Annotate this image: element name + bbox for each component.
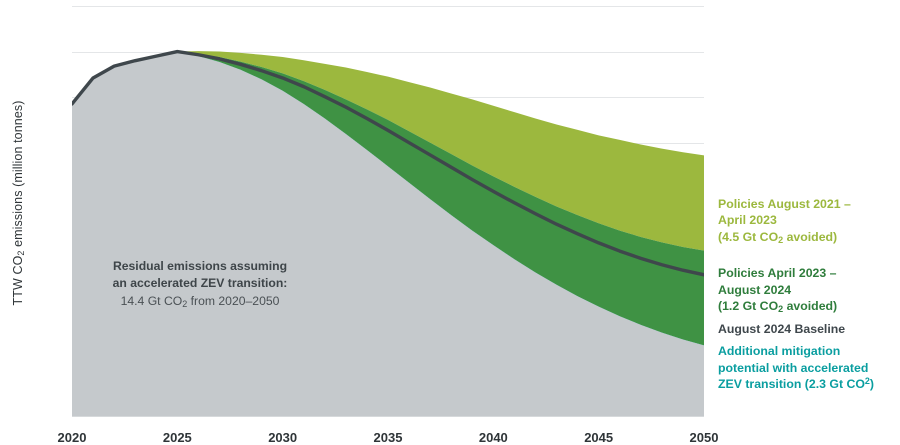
band-policies-aug2021-apr2023 bbox=[72, 51, 704, 251]
legend-item-line-3-subscript: 2 bbox=[778, 304, 784, 315]
legend-item-line-2: potential with accelerated bbox=[718, 360, 869, 375]
legend-item-line-3-superscript: 2 bbox=[864, 376, 870, 387]
band-policies-apr2023-aug2024 bbox=[72, 51, 704, 346]
legend-item-line-3: (1.2 Gt CO2 avoided) bbox=[718, 298, 896, 314]
chart-legend: Policies August 2021 – April 2023 (4.5 Gt … bbox=[718, 196, 896, 393]
legend-item-line-3-suffix: avoided) bbox=[783, 229, 838, 244]
legend-item-line-3-prefix: ZEV transition (2.3 Gt CO bbox=[718, 377, 865, 392]
area-residual-emissions bbox=[72, 51, 704, 416]
legend-item-line-3-suffix: avoided) bbox=[783, 299, 838, 314]
x-tick-label: 2050 bbox=[689, 430, 719, 445]
legend-item-line-1: Additional mitigation bbox=[718, 344, 841, 359]
x-tick-label: 2045 bbox=[584, 430, 614, 445]
annotation-line-3-prefix: 14.4 Gt CO bbox=[120, 293, 183, 308]
legend-item-additional-mitigation-zev[interactable]: Additional mitigation potential with acce… bbox=[718, 343, 896, 392]
legend-item-line-3-subscript: 2 bbox=[778, 234, 784, 245]
annotation-line-3-subscript: 2 bbox=[182, 298, 188, 309]
annotation-line-3: 14.4 Gt CO2 from 2020–2050 bbox=[60, 293, 340, 310]
annotation-line-3-suffix: from 2020–2050 bbox=[187, 293, 280, 308]
legend-item-line-3-prefix: (4.5 Gt CO bbox=[718, 229, 779, 244]
legend-item-line-3-suffix: ) bbox=[869, 377, 875, 392]
y-axis-title: TTW CO2 emissions (million tonnes) bbox=[11, 33, 26, 373]
y-axis-title-prefix: TTW CO bbox=[11, 255, 25, 306]
x-tick-label: 2040 bbox=[478, 430, 508, 445]
y-axis-title-subscript: 2 bbox=[16, 250, 26, 256]
legend-item-policies-aug-2021-apr-2023[interactable]: Policies August 2021 – April 2023 (4.5 Gt … bbox=[718, 196, 896, 245]
legend-item-line-2: August 2024 bbox=[718, 282, 792, 297]
annotation-line-1: Residual emissions assuming bbox=[112, 259, 288, 273]
x-tick-label: 2025 bbox=[162, 430, 192, 445]
x-tick-label: 2020 bbox=[57, 430, 87, 445]
legend-item-policies-apr-2023-aug-2024[interactable]: Policies April 2023 – August 2024 (1.2 Gt … bbox=[718, 265, 896, 314]
legend-item-line-3: ZEV transition (2.3 Gt CO2) bbox=[718, 376, 896, 392]
plot-area: 0100200300400500600700800900 20202025203… bbox=[58, 6, 718, 445]
legend-item-line-1: Policies August 2021 – bbox=[718, 197, 851, 211]
y-axis-title-suffix: emissions (million tonnes) bbox=[11, 100, 25, 251]
legend-item-line-1: Policies April 2023 – bbox=[718, 266, 837, 281]
x-tick-label: 2035 bbox=[373, 430, 403, 445]
legend-item-line-2: April 2023 bbox=[718, 213, 777, 228]
legend-item-line-3: (4.5 Gt CO2 avoided) bbox=[718, 229, 896, 245]
baseline-line-august-2024 bbox=[72, 49, 704, 277]
legend-item-august-2024-baseline[interactable]: August 2024 Baseline bbox=[718, 321, 896, 337]
x-tick-label: 2030 bbox=[268, 430, 298, 445]
series-paths bbox=[72, 49, 704, 416]
annotation-line-2: an accelerated ZEV transition: bbox=[112, 276, 288, 291]
gridline bbox=[72, 6, 704, 7]
legend-item-line-3-prefix: (1.2 Gt CO bbox=[718, 299, 779, 314]
residual-emissions-annotation: Residual emissions assuming an accelerat… bbox=[60, 258, 340, 310]
gridline bbox=[72, 51, 704, 53]
gridline bbox=[72, 416, 704, 417]
legend-item-line-1: August 2024 Baseline bbox=[718, 321, 846, 336]
